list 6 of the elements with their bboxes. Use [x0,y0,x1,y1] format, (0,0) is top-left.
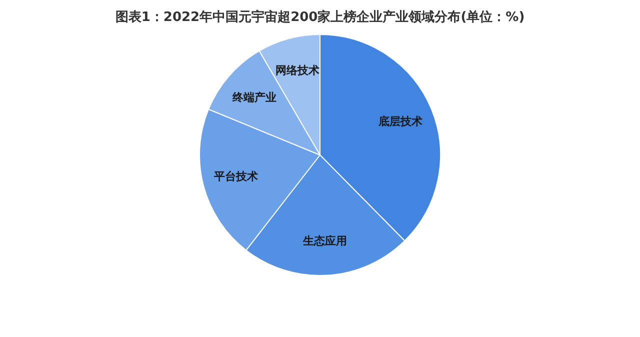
slice-label: 终端产业 [232,90,277,104]
slice-label: 底层技术 [377,114,422,128]
slice-label: 生态应用 [302,234,348,248]
slice-label: 平台技术 [213,170,258,184]
chart-title: 图表1：2022年中国元宇宙超200家上榜企业产业领域分布(单位：%) [114,8,526,26]
slice-label: 网络技术 [275,64,320,78]
